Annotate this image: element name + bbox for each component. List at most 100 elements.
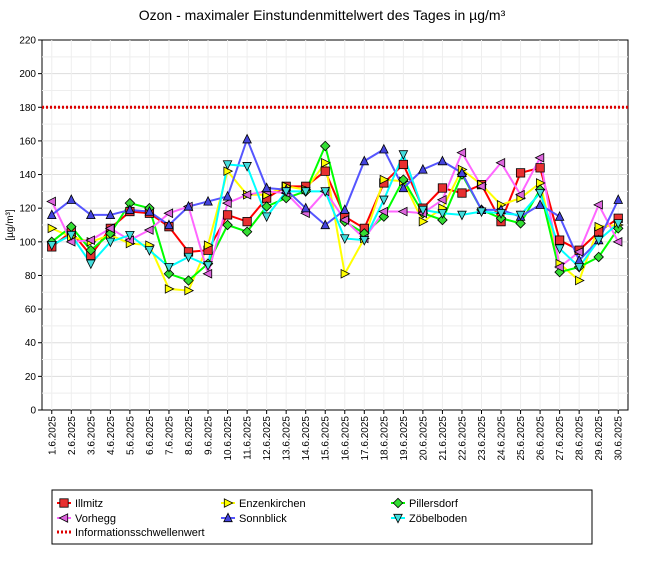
data-point <box>242 162 252 172</box>
data-point <box>398 150 409 160</box>
data-point <box>104 223 115 234</box>
x-tick-label: 17.6.2025 <box>360 416 371 461</box>
data-point <box>535 199 545 209</box>
x-tick-label: 24.6.2025 <box>497 416 508 461</box>
x-tick-label: 5.6.2025 <box>125 416 136 455</box>
x-axis: 1.6.2025 2.6.2025 3.6.2025 4.6.2025 5.6.2025… <box>47 410 625 461</box>
data-point <box>398 159 408 170</box>
data-point <box>183 200 194 211</box>
data-point <box>222 190 233 201</box>
y-tick-label: 0 <box>30 406 36 417</box>
legend-label: Sonnblick <box>239 513 287 525</box>
data-point <box>418 205 428 216</box>
data-point <box>593 199 603 210</box>
data-point <box>46 209 57 220</box>
data-point <box>320 187 331 197</box>
data-point <box>66 194 77 204</box>
data-point <box>613 219 624 229</box>
data-point <box>398 182 409 193</box>
data-point <box>242 133 252 144</box>
data-point <box>457 210 467 221</box>
y-tick-label: 20 <box>25 372 37 383</box>
x-tick-label: 23.6.2025 <box>477 416 488 461</box>
x-tick-label: 22.6.2025 <box>457 416 468 461</box>
data-point <box>554 244 565 255</box>
data-point <box>242 217 252 227</box>
data-point <box>359 236 370 246</box>
data-point <box>221 198 232 208</box>
x-tick-label: 30.6.2025 <box>614 416 625 461</box>
data-point <box>66 230 77 241</box>
data-point <box>393 513 403 524</box>
legend-label: Enzenkirchen <box>239 498 306 510</box>
data-point <box>58 513 69 523</box>
y-tick-label: 40 <box>25 338 37 349</box>
data-point <box>144 246 155 256</box>
data-point <box>437 209 448 219</box>
data-point <box>223 498 234 508</box>
data-point <box>202 268 213 279</box>
data-point <box>378 206 388 217</box>
data-point <box>495 157 506 168</box>
data-point <box>241 189 252 200</box>
x-tick-label: 21.6.2025 <box>438 416 449 461</box>
data-point <box>59 498 69 508</box>
x-tick-label: 7.6.2025 <box>164 416 175 455</box>
data-point <box>184 285 195 296</box>
x-tick-label: 4.6.2025 <box>106 416 117 455</box>
data-point <box>203 195 213 206</box>
data-point <box>593 236 604 246</box>
y-tick-label: 180 <box>19 103 36 114</box>
legend-label: Illmitz <box>75 498 103 510</box>
x-tick-label: 3.6.2025 <box>86 416 97 455</box>
data-point <box>85 244 97 256</box>
x-tick-label: 19.6.2025 <box>399 416 410 461</box>
data-point <box>46 196 56 207</box>
data-point <box>436 194 447 205</box>
data-point <box>574 262 585 273</box>
y-tick-label: 120 <box>19 204 36 215</box>
y-tick-label: 80 <box>25 271 37 282</box>
data-point <box>281 187 292 197</box>
data-point <box>534 152 545 163</box>
data-point <box>65 236 76 247</box>
data-point <box>496 209 506 219</box>
data-point <box>339 234 350 245</box>
x-tick-label: 1.6.2025 <box>47 416 58 455</box>
x-tick-label: 16.6.2025 <box>340 416 351 461</box>
data-point <box>222 160 233 171</box>
x-tick-label: 6.6.2025 <box>145 416 156 455</box>
data-point <box>203 240 214 251</box>
data-point <box>515 168 526 178</box>
data-point <box>339 215 349 225</box>
data-point <box>164 284 175 294</box>
y-tick-label: 60 <box>25 305 37 316</box>
data-point <box>46 241 57 251</box>
data-point <box>379 174 390 185</box>
data-point <box>261 201 272 212</box>
data-point <box>555 235 565 245</box>
data-point <box>437 155 448 166</box>
x-tick-label: 11.6.2025 <box>243 416 254 460</box>
data-point <box>340 268 351 279</box>
data-point <box>457 188 467 198</box>
data-point <box>457 167 467 177</box>
y-tick-label: 140 <box>19 170 36 181</box>
data-point <box>105 237 116 248</box>
data-point <box>535 163 545 173</box>
data-point <box>223 512 233 523</box>
x-tick-label: 15.6.2025 <box>321 416 332 461</box>
data-point <box>320 166 330 176</box>
y-tick-label: 100 <box>19 237 36 248</box>
series-markers <box>46 133 624 296</box>
y-tick-label: 200 <box>19 69 36 80</box>
x-tick-label: 28.6.2025 <box>575 416 586 461</box>
data-point <box>163 208 174 219</box>
data-point <box>125 204 135 214</box>
data-point <box>164 262 174 273</box>
data-point <box>183 275 194 286</box>
x-tick-label: 12.6.2025 <box>262 416 273 461</box>
data-point <box>573 247 584 257</box>
data-point <box>319 140 331 152</box>
